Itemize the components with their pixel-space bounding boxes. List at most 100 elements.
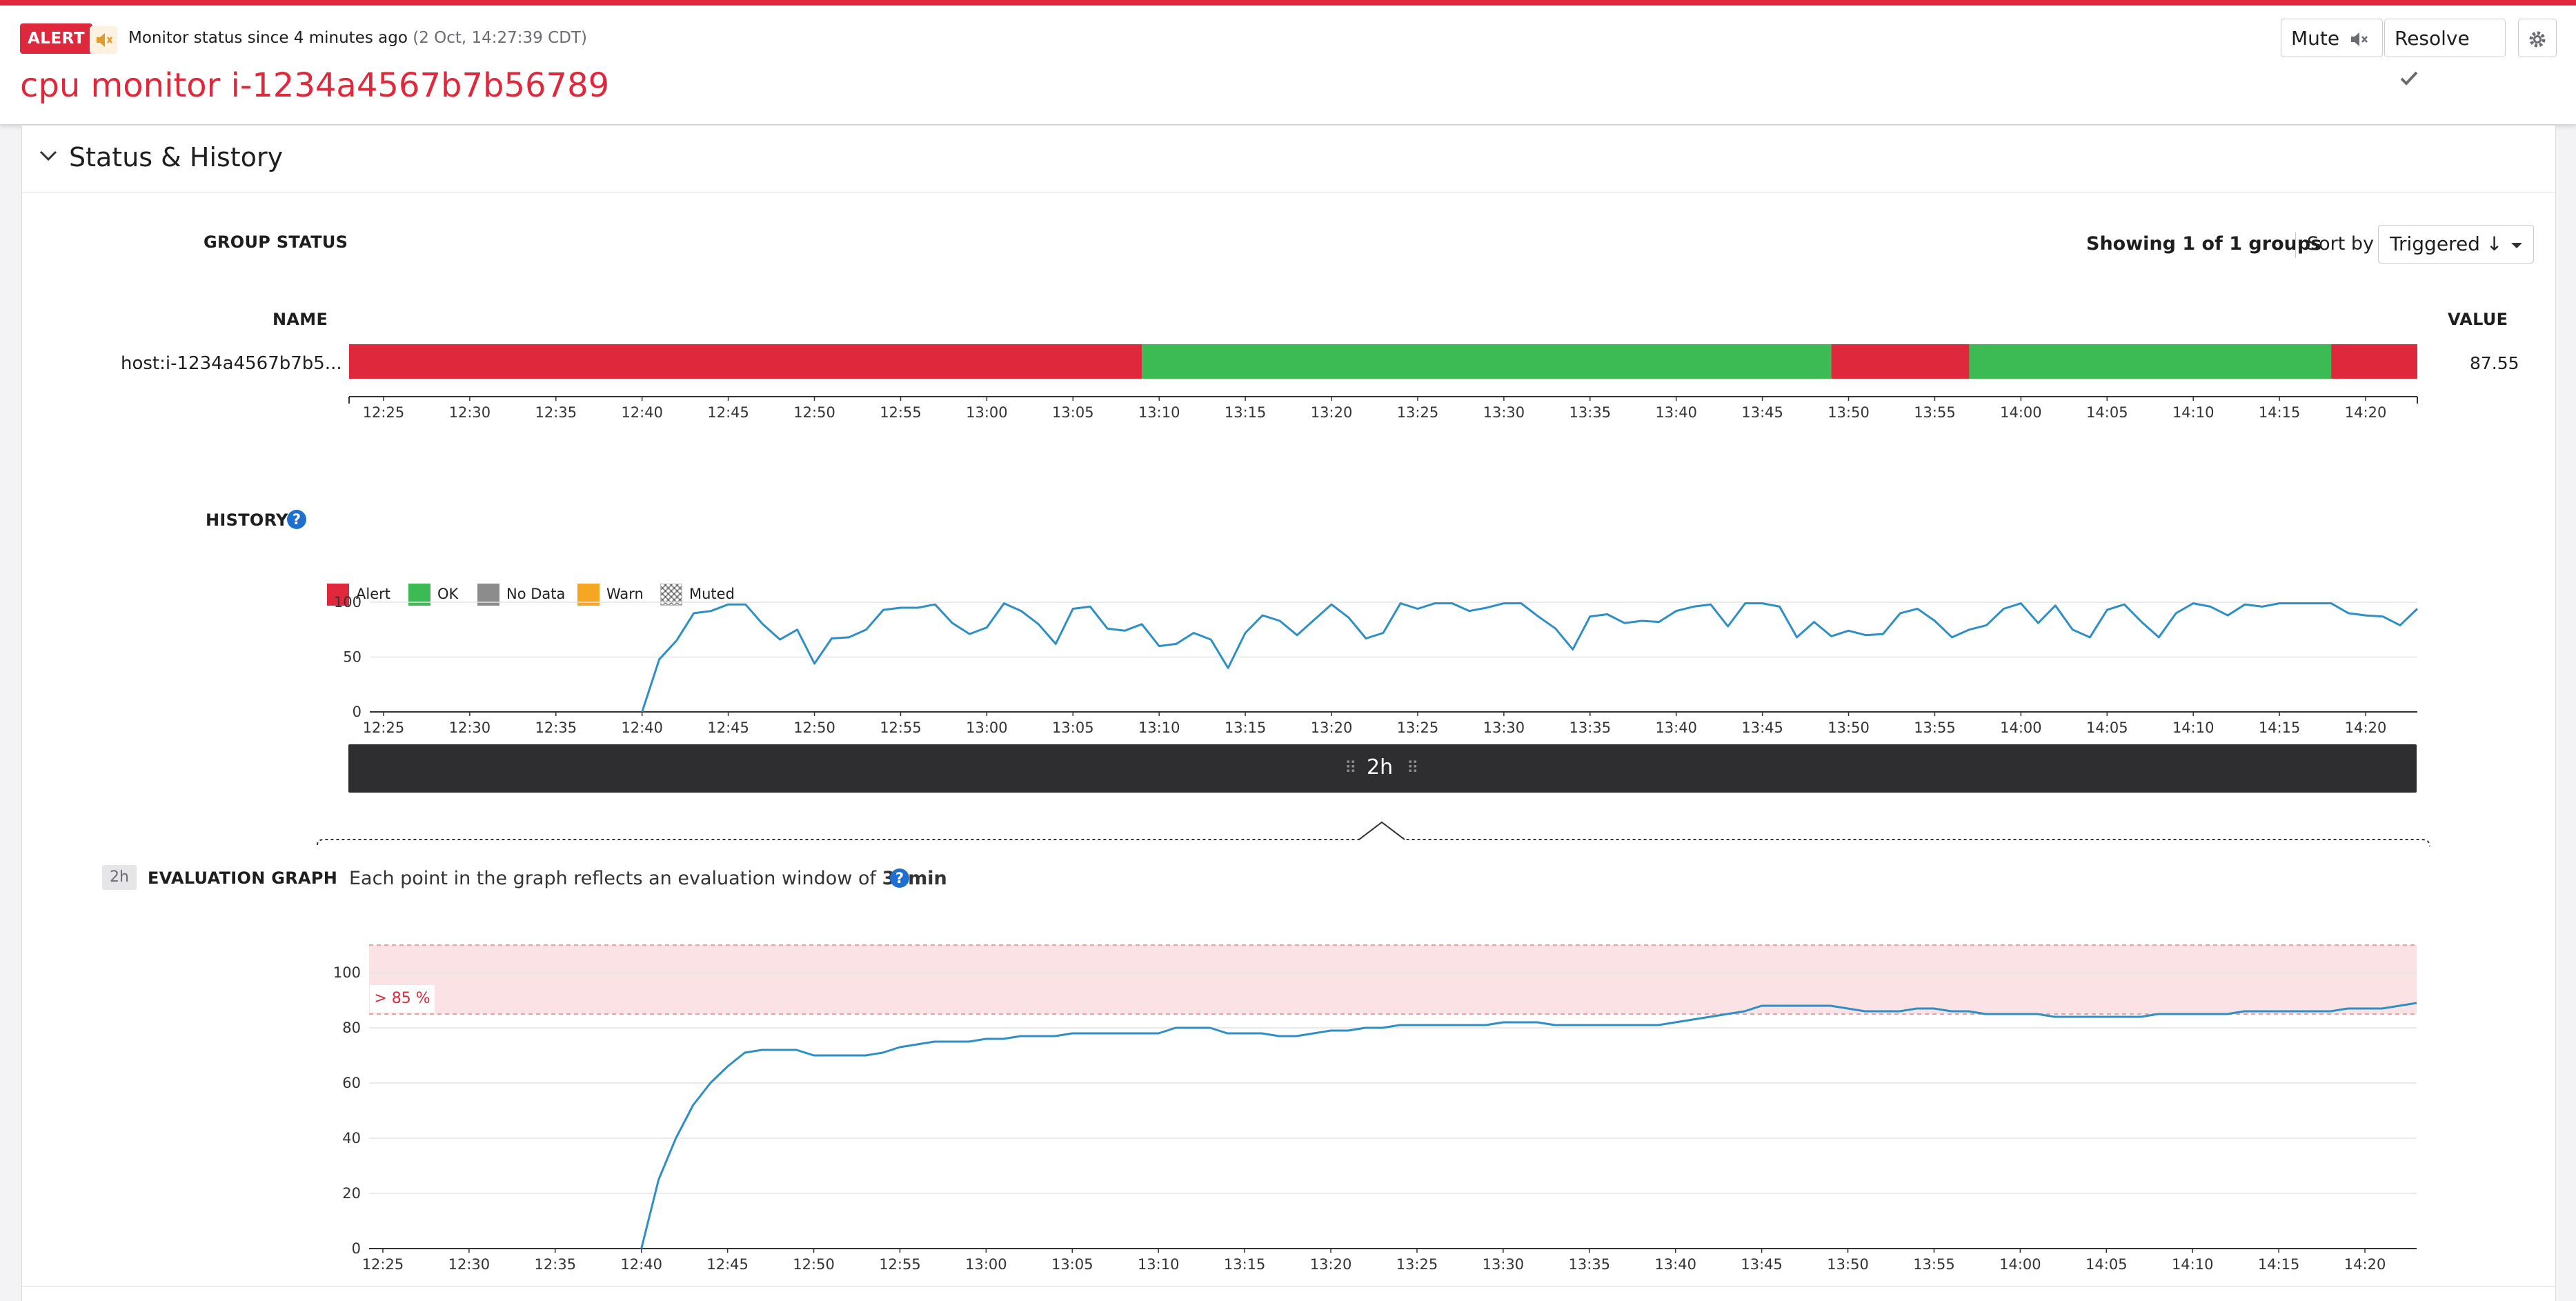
x-tick-label: 13:40 xyxy=(1655,719,1697,736)
status-tick-label: 13:35 xyxy=(1569,404,1612,421)
sort-select[interactable]: Triggered ↓ xyxy=(2378,225,2534,264)
group-row-name[interactable]: host:i-1234a4567b7b5... xyxy=(121,353,342,374)
status-tick-label: 12:25 xyxy=(363,404,405,421)
drag-handle-left-icon[interactable]: ⠿ xyxy=(1345,758,1357,777)
status-tick-label: 13:20 xyxy=(1311,404,1353,421)
legend-label: No Data xyxy=(506,586,566,602)
legend-swatch xyxy=(327,584,349,606)
help-icon[interactable]: ? xyxy=(287,510,306,529)
checkmark-icon xyxy=(2400,71,2418,86)
x-tick-label: 13:55 xyxy=(1913,1256,1955,1273)
status-tick-label: 13:25 xyxy=(1397,404,1439,421)
x-tick-label: 14:00 xyxy=(1999,1256,2041,1273)
status-tick-label: 14:20 xyxy=(2345,404,2387,421)
status-tick-label: 14:05 xyxy=(2086,404,2128,421)
drag-handle-right-icon[interactable]: ⠿ xyxy=(1407,758,1419,777)
status-timestamp: (2 Oct, 14:27:39 CDT) xyxy=(413,29,587,47)
x-tick-label: 13:25 xyxy=(1396,1256,1438,1273)
evaluation-description-text: Each point in the graph reflects an eval… xyxy=(349,868,876,889)
resolve-button[interactable]: Resolve xyxy=(2384,19,2506,86)
legend-label: Muted xyxy=(689,586,735,602)
page-title: cpu monitor i-1234a4567b7b56789 xyxy=(20,66,610,105)
x-tick-label: 13:00 xyxy=(966,719,1008,736)
legend-label: Warn xyxy=(606,586,644,602)
x-tick-label: 13:55 xyxy=(1914,719,1956,736)
monitor-status-text: Monitor status since 4 minutes ago (2 Oc… xyxy=(128,29,587,47)
status-tick-label: 12:40 xyxy=(621,404,663,421)
section-title: Status & History xyxy=(69,142,284,172)
evaluation-window-badge: 2h xyxy=(102,865,137,890)
status-tick-label: 14:10 xyxy=(2172,404,2215,421)
status-tick-label: 13:50 xyxy=(1827,404,1870,421)
y-tick-label: 100 xyxy=(334,594,361,610)
x-tick-label: 13:05 xyxy=(1052,719,1094,736)
x-tick-label: 13:45 xyxy=(1741,1256,1783,1273)
status-since: Monitor status since 4 minutes ago xyxy=(128,29,408,47)
status-segment-alert xyxy=(349,344,1142,379)
x-tick-label: 13:50 xyxy=(1827,1256,1869,1273)
x-tick-label: 12:50 xyxy=(793,1256,835,1273)
x-tick-label: 12:55 xyxy=(879,1256,921,1273)
x-tick-label: 13:20 xyxy=(1310,1256,1352,1273)
speaker-muted-icon xyxy=(90,26,117,54)
status-segment-ok xyxy=(1969,344,2332,379)
series-line xyxy=(640,1002,2417,1249)
status-tick-label: 14:00 xyxy=(2000,404,2042,421)
x-tick-label: 13:40 xyxy=(1654,1256,1696,1273)
status-segment-alert xyxy=(2331,344,2417,379)
value-column-header: VALUE xyxy=(2448,310,2508,329)
x-tick-label: 13:20 xyxy=(1311,719,1353,736)
status-tick-label: 12:35 xyxy=(535,404,577,421)
x-tick-label: 14:05 xyxy=(2086,719,2128,736)
divider xyxy=(2295,232,2296,258)
y-tick-label: 100 xyxy=(333,964,361,981)
x-tick-label: 14:20 xyxy=(2344,1256,2386,1273)
mute-button[interactable]: Mute xyxy=(2281,19,2383,57)
sort-select-value: Triggered ↓ xyxy=(2390,232,2503,255)
mute-button-label: Mute xyxy=(2291,27,2340,50)
x-tick-label: 12:50 xyxy=(793,719,835,736)
legend-swatch xyxy=(660,584,682,606)
x-tick-label: 13:00 xyxy=(965,1256,1007,1273)
timeframe-selector[interactable]: ⠿ 2h ⠿ xyxy=(348,744,2417,793)
gear-icon xyxy=(2529,31,2546,48)
resolve-button-label: Resolve xyxy=(2395,27,2470,50)
history-label: HISTORY xyxy=(206,510,288,530)
speaker-muted-icon xyxy=(2351,32,2368,46)
caret-down-icon xyxy=(2511,243,2522,248)
series-line xyxy=(641,602,2419,713)
sort-by-label: Sort by xyxy=(2307,233,2375,255)
x-tick-label: 13:15 xyxy=(1225,719,1267,736)
x-tick-label: 13:50 xyxy=(1827,719,1870,736)
x-tick-label: 12:30 xyxy=(448,1256,491,1273)
x-tick-label: 14:05 xyxy=(2085,1256,2128,1273)
evaluation-graph-label: EVALUATION GRAPH xyxy=(148,868,338,888)
x-tick-label: 13:45 xyxy=(1741,719,1783,736)
y-tick-label: 0 xyxy=(352,1240,361,1257)
x-tick-label: 14:10 xyxy=(2172,1256,2214,1273)
x-tick-label: 13:35 xyxy=(1569,719,1612,736)
x-tick-label: 12:40 xyxy=(620,1256,662,1273)
help-icon[interactable]: ? xyxy=(890,868,909,888)
x-tick-label: 12:35 xyxy=(535,1256,577,1273)
legend-label: OK xyxy=(437,586,459,602)
x-tick-label: 14:15 xyxy=(2258,1256,2300,1273)
x-tick-label: 12:40 xyxy=(621,719,663,736)
x-tick-label: 13:30 xyxy=(1483,1256,1525,1273)
legend-item-muted: Muted xyxy=(660,584,735,606)
alert-status-badge: ALERT xyxy=(20,23,93,54)
evaluation-description: Each point in the graph reflects an eval… xyxy=(349,868,947,889)
settings-button[interactable] xyxy=(2518,19,2557,57)
legend-item-alert: Alert xyxy=(327,584,390,606)
x-tick-label: 12:45 xyxy=(706,1256,749,1273)
status-segment-alert xyxy=(1831,344,1970,379)
status-history-toggle[interactable]: Status & History xyxy=(22,126,2555,192)
group-status-timeline: 12:25 12:30 12:35 12:40 12:45 12:50 12:55 13:00… xyxy=(348,344,2418,421)
x-tick-label: 12:55 xyxy=(880,719,922,736)
group-status-label: GROUP STATUS xyxy=(204,232,348,252)
alert-top-border xyxy=(0,0,2576,6)
x-tick-label: 14:15 xyxy=(2259,719,2301,736)
status-tick-label: 12:30 xyxy=(449,404,491,421)
status-tick-label: 12:45 xyxy=(707,404,749,421)
x-tick-label: 13:15 xyxy=(1224,1256,1266,1273)
